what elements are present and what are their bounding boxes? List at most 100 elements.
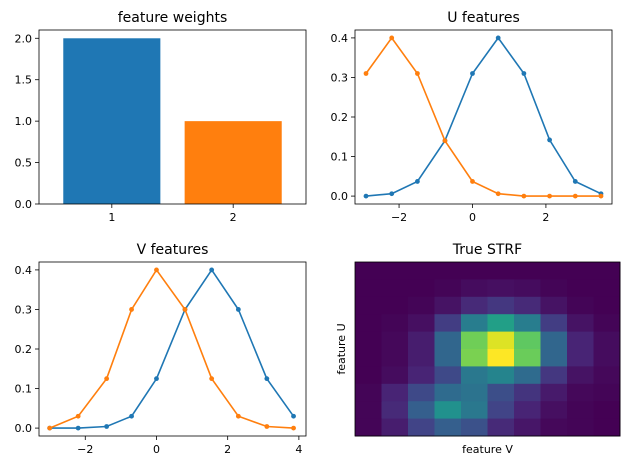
data-point: [235, 413, 241, 419]
heatmap-cell: [381, 262, 409, 280]
heatmap-cell: [355, 366, 382, 385]
heatmap-cell: [355, 331, 382, 350]
data-point: [75, 413, 81, 419]
heatmap-cell: [567, 349, 594, 367]
data-point: [264, 424, 270, 429]
y-axis-label: feature U: [335, 323, 348, 374]
heatmap-cell: [567, 366, 594, 385]
x-axis-label: feature V: [462, 443, 513, 456]
data-point: [129, 413, 134, 419]
heatmap-cell: [408, 418, 435, 437]
heatmap-cell: [355, 401, 382, 420]
heatmap-cell: [408, 383, 435, 402]
heatmap-cell: [461, 366, 488, 385]
data-point: [154, 376, 159, 382]
heatmap-cell: [355, 279, 382, 298]
data-point: [521, 71, 527, 76]
heatmap-cell: [514, 401, 541, 420]
y-tick-label: 0.0: [331, 190, 349, 203]
data-point: [470, 179, 475, 184]
x-tick-label: 0: [469, 211, 476, 224]
heatmap-cell: [408, 349, 435, 367]
heatmap-cell: [593, 383, 621, 402]
heatmap-cell: [461, 262, 488, 280]
heatmap-cell: [514, 314, 541, 333]
heatmap-cell: [408, 279, 435, 298]
heatmap-cell: [540, 331, 568, 350]
data-point: [572, 193, 578, 199]
heatmap-cell: [461, 418, 488, 437]
heatmap-cell: [487, 383, 515, 402]
data-point: [389, 191, 395, 197]
x-tick-label: 2: [224, 443, 231, 456]
y-tick-label: 0.3: [331, 71, 349, 84]
heatmap-cell: [355, 349, 382, 367]
y-tick-label: 2.0: [15, 32, 33, 45]
heatmap-cell: [434, 279, 462, 298]
data-point: [363, 71, 369, 76]
heatmap-cell: [540, 314, 568, 333]
heatmap-cell: [434, 331, 462, 350]
x-tick-label: 4: [295, 443, 302, 456]
heatmap-cell: [487, 279, 515, 298]
series-line-0: [49, 268, 295, 429]
data-point: [291, 413, 296, 419]
y-tick-label: 0.3: [15, 303, 33, 316]
data-point: [572, 179, 578, 184]
data-point: [363, 193, 369, 199]
heatmap-cell: [540, 279, 568, 298]
heatmap-cell: [355, 383, 382, 402]
heatmap-cell: [593, 262, 621, 280]
heatmap-cell: [567, 279, 594, 298]
heatmap-cell: [540, 296, 568, 315]
heatmap-cell: [408, 262, 435, 280]
heatmap-cell: [514, 296, 541, 315]
series-line-1: [49, 268, 294, 429]
heatmap-cell: [461, 296, 488, 315]
heatmap-cell: [461, 314, 488, 333]
y-tick-label: 0.4: [15, 264, 33, 277]
heatmap-cell: [381, 279, 409, 298]
heatmap-cell: [593, 349, 621, 367]
data-point: [442, 138, 448, 144]
heatmap-cell: [540, 383, 568, 402]
series-line-0: [365, 36, 602, 197]
axes-frame-2: [38, 261, 307, 437]
heatmap-cell: [408, 314, 435, 333]
x-tick-label: −2: [77, 443, 93, 456]
heatmap-cell: [567, 383, 594, 402]
data-point: [104, 424, 110, 429]
heatmap-cell: [540, 418, 568, 437]
data-point: [598, 193, 604, 199]
heatmap-cell: [355, 418, 382, 437]
heatmap-cell: [514, 383, 541, 402]
data-point: [154, 267, 159, 273]
heatmap-cell: [514, 279, 541, 298]
data-point: [235, 307, 241, 312]
series-line-1: [365, 36, 601, 197]
heatmap-cell: [487, 331, 515, 350]
data-point: [495, 35, 501, 41]
y-tick-label: 0.1: [331, 151, 349, 164]
chart-title: True STRF: [452, 242, 522, 258]
chart-title: U features: [447, 10, 520, 26]
heatmap-cell: [593, 314, 621, 333]
heatmap-cell: [434, 314, 462, 333]
heatmap-cell: [381, 314, 409, 333]
heatmap-cell: [461, 349, 488, 367]
chart-title: feature weights: [118, 10, 228, 26]
heatmap-cell: [461, 383, 488, 402]
axes-frame-0: [38, 29, 307, 205]
heatmap-cell: [381, 366, 409, 385]
y-tick-label: 0.2: [15, 343, 33, 356]
data-point: [209, 376, 215, 382]
heatmap-cell: [434, 418, 462, 437]
heatmap-cell: [567, 418, 594, 437]
bar-1: [63, 38, 161, 205]
x-tick-label: 1: [108, 211, 115, 224]
y-tick-label: 0.2: [331, 111, 349, 124]
heatmap-cell: [593, 279, 621, 298]
heatmap-cell: [567, 331, 594, 350]
heatmap-cell: [381, 401, 409, 420]
heatmap-cell: [487, 262, 515, 280]
